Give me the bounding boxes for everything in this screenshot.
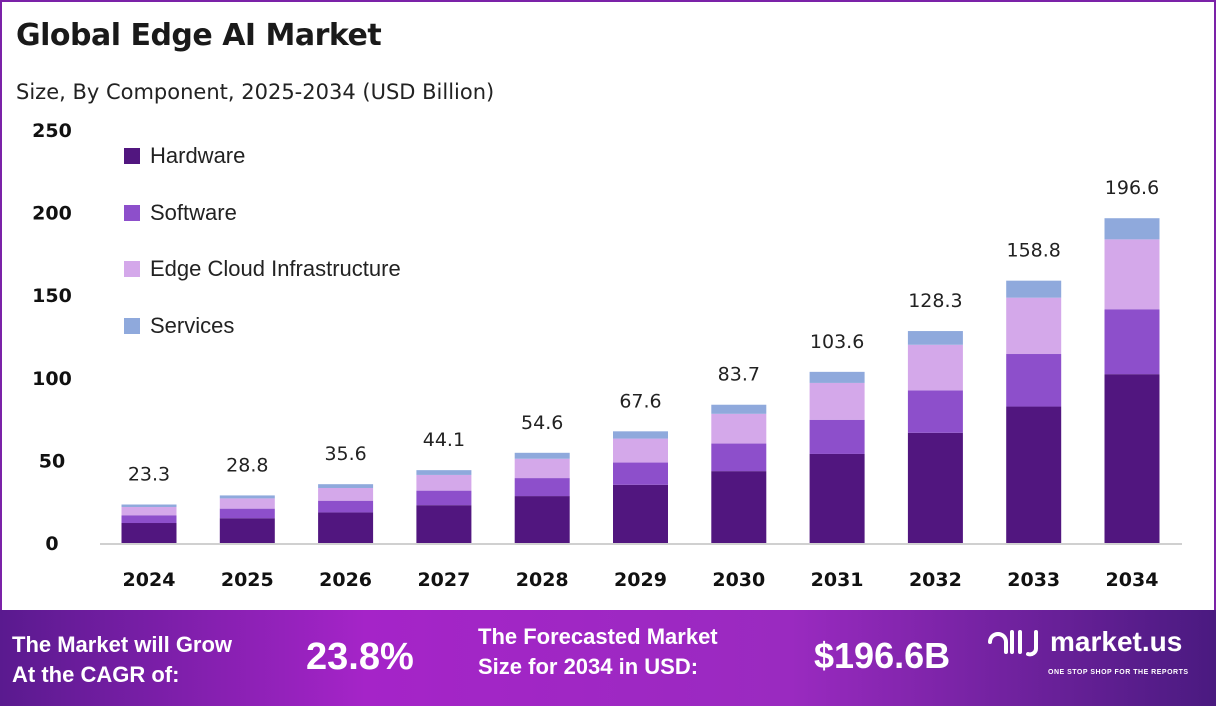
bar-segment-edge-cloud-infrastructure xyxy=(219,498,275,509)
total-label: 54.6 xyxy=(521,412,563,434)
x-tick-label: 2034 xyxy=(1106,569,1159,591)
bar-segment-software xyxy=(1104,309,1160,375)
bar-segment-hardware xyxy=(711,471,767,543)
stacked-bar-chart: 0 50 100 150 200 250 23.3 2024 28.8 2025 35.6 2026 4… xyxy=(32,120,1182,591)
bar-segment-software xyxy=(219,508,275,519)
bar-segment-software xyxy=(809,419,865,454)
x-tick-label: 2027 xyxy=(417,569,470,591)
bar-segment-hardware xyxy=(514,496,570,543)
y-tick-label: 150 xyxy=(32,285,72,307)
chart-title: Global Edge AI Market xyxy=(16,18,382,53)
bar-segment-edge-cloud-infrastructure xyxy=(416,474,472,491)
total-label: 83.7 xyxy=(718,364,760,386)
bar-segment-edge-cloud-infrastructure xyxy=(318,487,374,501)
bar-segment-software xyxy=(514,478,570,497)
legend-item-services: Services xyxy=(124,298,401,355)
bar-segment-hardware xyxy=(121,523,177,543)
total-label: 196.6 xyxy=(1105,177,1159,199)
legend-item-edge-cloud: Edge Cloud Infrastructure xyxy=(124,241,401,298)
legend-swatch xyxy=(124,148,140,165)
bar-segment-edge-cloud-infrastructure xyxy=(121,506,177,516)
cagr-label: The Market will Grow At the CAGR of: xyxy=(12,632,233,687)
bar-segment-services xyxy=(613,431,668,439)
legend-label: Software xyxy=(150,199,237,225)
bar-segment-edge-cloud-infrastructure xyxy=(613,438,668,463)
brand-tagline: ONE STOP SHOP FOR THE REPORTS xyxy=(1048,669,1189,676)
bar-segment-hardware xyxy=(416,505,472,543)
bar-segment-hardware xyxy=(613,484,668,543)
bar-segment-services xyxy=(219,495,275,499)
legend-swatch xyxy=(124,204,140,221)
bar-segment-services xyxy=(416,470,472,475)
x-tick-label: 2024 xyxy=(123,569,176,591)
x-tick-label: 2031 xyxy=(811,569,864,591)
bar-segment-edge-cloud-infrastructure xyxy=(711,413,767,444)
brand-logo: market.us xyxy=(986,624,1182,660)
x-tick-label: 2025 xyxy=(221,569,274,591)
x-tick-label: 2026 xyxy=(319,569,372,591)
legend-swatch xyxy=(124,261,140,278)
x-tick-label: 2030 xyxy=(712,569,765,591)
bar-segment-services xyxy=(318,484,374,488)
brand-name: market.us xyxy=(1050,626,1183,657)
bar-segment-edge-cloud-infrastructure xyxy=(514,458,570,479)
total-label: 28.8 xyxy=(226,454,268,476)
forecast-label: The Forecasted Market Size for 2034 in US… xyxy=(478,624,718,679)
bar-segment-hardware xyxy=(219,518,275,543)
bar-segment-software xyxy=(416,490,472,506)
legend-swatch xyxy=(124,317,140,334)
bar-segment-hardware xyxy=(1104,374,1160,543)
chart-subtitle: Size, By Component, 2025-2034 (USD Billi… xyxy=(16,80,495,104)
bar-segment-edge-cloud-infrastructure xyxy=(1104,239,1160,310)
bar-segment-services xyxy=(1006,280,1062,298)
forecast-value: $196.6B xyxy=(814,635,951,676)
bar-segment-services xyxy=(711,404,767,414)
bar-segment-services xyxy=(121,504,177,507)
bar-segment-software xyxy=(613,462,668,485)
cagr-value: 23.8% xyxy=(306,636,414,678)
legend-label: Edge Cloud Infrastructure xyxy=(150,256,401,282)
footer-banner: The Market will Grow At the CAGR of: 23.8… xyxy=(0,610,1216,706)
y-tick-label: 100 xyxy=(32,368,72,390)
bar-segment-services xyxy=(809,371,865,383)
x-tick-label: 2029 xyxy=(614,569,667,591)
bar-segment-services xyxy=(907,331,963,345)
legend-label: Services xyxy=(150,312,235,338)
legend-label: Hardware xyxy=(150,143,246,169)
total-label: 44.1 xyxy=(423,429,465,451)
bar-segment-hardware xyxy=(809,453,865,543)
total-label: 103.6 xyxy=(810,331,864,353)
legend-item-software: Software xyxy=(124,185,401,242)
legend-item-hardware: Hardware xyxy=(124,128,401,185)
y-tick-label: 200 xyxy=(32,203,72,225)
bar-segment-edge-cloud-infrastructure xyxy=(809,382,865,420)
bar-segment-software xyxy=(318,500,374,513)
total-label: 158.8 xyxy=(1006,240,1060,262)
total-label: 67.6 xyxy=(619,390,661,412)
bar-segment-software xyxy=(711,443,767,472)
total-label: 128.3 xyxy=(908,290,962,312)
y-tick-label: 250 xyxy=(32,120,72,142)
bar-segment-hardware xyxy=(318,512,374,543)
x-tick-label: 2028 xyxy=(516,569,569,591)
y-tick-label: 0 xyxy=(45,533,58,555)
bar-segment-software xyxy=(121,515,177,524)
x-tick-label: 2033 xyxy=(1007,569,1060,591)
y-tick-label: 50 xyxy=(39,450,65,472)
total-label: 35.6 xyxy=(324,443,366,465)
bar-segment-edge-cloud-infrastructure xyxy=(1006,297,1062,355)
market-us-logo-icon xyxy=(988,630,1038,657)
bar-segment-software xyxy=(907,390,963,433)
bar-segment-hardware xyxy=(907,432,963,543)
bar-segment-software xyxy=(1006,354,1062,407)
bar-segment-services xyxy=(1104,218,1160,240)
total-label: 23.3 xyxy=(128,464,170,486)
bar-segment-services xyxy=(514,452,570,459)
bar-segment-edge-cloud-infrastructure xyxy=(907,344,963,391)
legend: Hardware Software Edge Cloud Infrastruct… xyxy=(124,128,401,354)
x-tick-label: 2032 xyxy=(909,569,962,591)
bar-segment-hardware xyxy=(1006,406,1062,543)
